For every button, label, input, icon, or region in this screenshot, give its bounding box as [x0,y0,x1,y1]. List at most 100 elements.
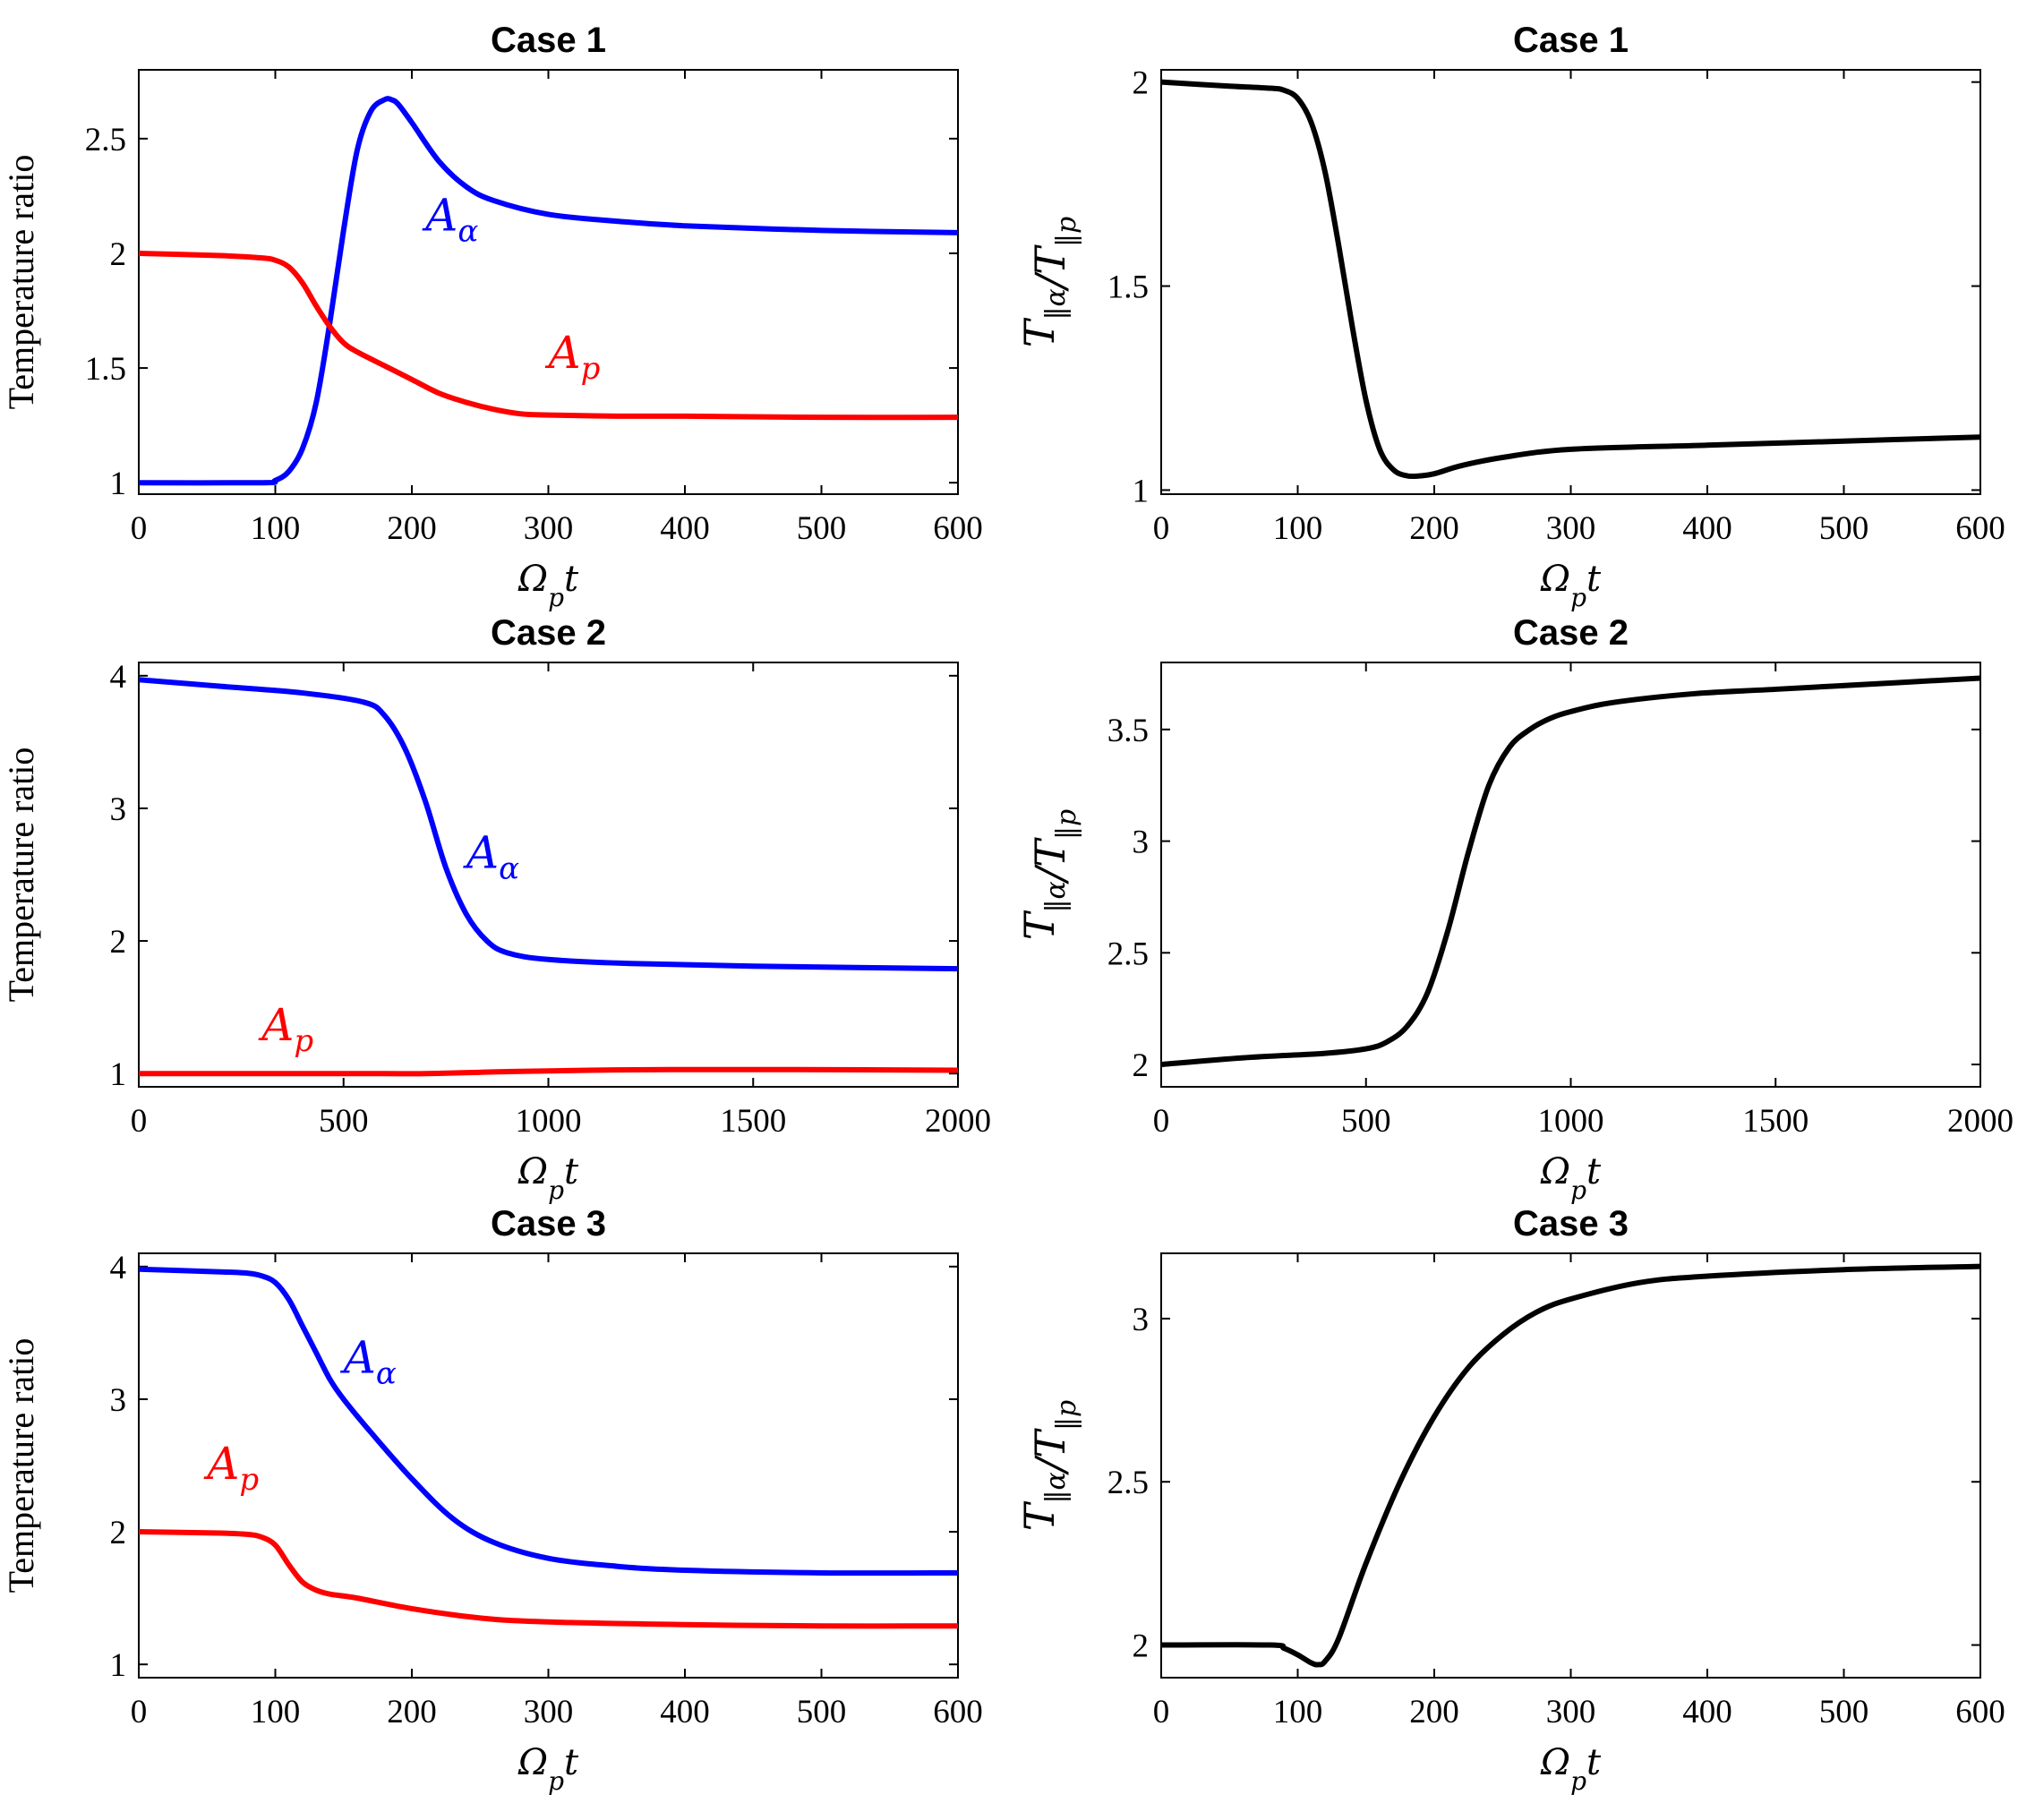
x-tick-label: 0 [1153,1694,1170,1730]
x-tick-label: 0 [1153,510,1170,547]
x-tick-label: 600 [933,1694,983,1730]
chart-title: Case 2 [491,613,606,653]
series-annotation: Aα [463,827,519,887]
x-tick-label: 300 [1546,510,1596,547]
y-tick-label: 1.5 [85,351,126,388]
x-tick-label: 1000 [516,1103,582,1140]
y-tick-label: 3 [110,791,127,828]
y-tick-label: 2 [1133,1047,1150,1084]
y-tick-label: 4 [110,1250,127,1286]
series-line-ratio [1160,1263,1981,1668]
series-line-a-p [138,250,959,421]
axes-box [1160,69,1981,495]
x-tick-label: 2000 [925,1103,991,1140]
x-axis-label: Ωpt [1540,1742,1602,1796]
x-tick-label: 600 [933,510,983,547]
series-line-a-alpha [138,96,959,486]
chart-title: Case 1 [1513,21,1629,60]
y-tick-label: 1 [110,1647,127,1684]
series-line-a-alpha [138,1266,959,1576]
y-axis-label: Temperature ratio [1,155,41,410]
x-tick-label: 500 [319,1103,369,1140]
y-axis-label: T‖α/T‖p [1015,217,1082,347]
x-tick-label: 1500 [720,1103,786,1140]
x-tick-label: 2000 [1947,1103,2014,1140]
series-annotation: Ap [258,999,313,1059]
y-tick-label: 2.5 [1107,1465,1149,1501]
y-tick-label: 3.5 [1107,713,1149,749]
x-tick-label: 0 [131,510,148,547]
chart-title: Case 3 [491,1204,606,1243]
chart-panel-3: Case 2 0 500 1000 1500 2000 1 2 3 4 Ωpt Temperature… [1,613,991,1205]
series-line-a-p [138,1529,959,1629]
chart-panel-1: Case 1 0 100 200 300 400 500 600 1 1.5 2 2.5 Ωpt Temp… [1,21,983,612]
x-tick-label: 200 [387,1694,437,1730]
series-annotation: Ap [545,327,601,387]
series-line-ratio [1160,79,1981,480]
y-tick-label: 1.5 [1107,269,1149,306]
y-tick-label: 2 [110,1515,127,1551]
chart-panel-4: Case 2 0 500 1000 1500 2000 2 2.5 3 3.5 Ωpt T‖α/T‖p [1015,613,2014,1205]
x-tick-label: 500 [797,510,847,547]
x-tick-label: 500 [1819,510,1869,547]
x-tick-label: 400 [660,510,710,547]
x-tick-label: 100 [251,1694,301,1730]
x-tick-label: 0 [1153,1103,1170,1140]
x-tick-label: 300 [1546,1694,1596,1730]
x-tick-label: 500 [1341,1103,1391,1140]
axes-box [1160,662,1981,1088]
series-line-a-alpha [138,677,959,972]
x-axis-label: Ωpt [1540,559,1602,612]
y-tick-label: 2 [1133,65,1150,102]
chart-panel-5: Case 3 0 100 200 300 400 500 600 1 2 3 4 Ωpt Temperat… [1,1204,983,1796]
x-tick-label: 200 [1409,510,1459,547]
x-tick-label: 300 [524,510,574,547]
x-axis-label: Ωpt [517,1151,579,1205]
x-tick-label: 100 [251,510,301,547]
y-axis-label: T‖α/T‖p [1015,1400,1082,1531]
x-tick-label: 100 [1273,510,1323,547]
series-line-a-p [139,1066,959,1077]
y-tick-label: 2 [110,236,127,273]
y-tick-label: 2.5 [85,122,126,158]
axes-box [138,1252,959,1679]
y-axis-label: Temperature ratio [1,748,41,1003]
x-tick-label: 500 [797,1694,847,1730]
chart-panel-2: Case 1 0 100 200 300 400 500 600 1 1.5 2 Ωpt T‖α/T‖p [1015,21,2005,612]
y-tick-label: 1 [110,466,127,502]
axes-box [138,69,959,495]
x-tick-label: 100 [1273,1694,1323,1730]
x-tick-label: 600 [1955,510,2005,547]
y-tick-label: 2 [1133,1628,1150,1665]
series-annotation: Aα [340,1331,397,1391]
y-tick-label: 4 [110,659,127,696]
series-line-ratio [1160,675,1981,1068]
x-tick-label: 400 [660,1694,710,1730]
x-axis-label: Ωpt [517,559,579,612]
chart-title: Case 1 [491,21,606,60]
x-tick-label: 0 [131,1694,148,1730]
y-tick-label: 3 [110,1382,127,1419]
y-tick-label: 3 [1133,1302,1150,1338]
chart-panel-6: Case 3 0 100 200 300 400 500 600 2 2.5 3 Ωpt T‖α/T‖p [1015,1204,2005,1796]
y-tick-label: 1 [1133,473,1150,509]
x-tick-label: 0 [131,1103,148,1140]
x-tick-label: 200 [387,510,437,547]
x-tick-label: 400 [1682,510,1732,547]
chart-title: Case 3 [1513,1204,1629,1243]
x-tick-label: 300 [524,1694,574,1730]
x-tick-label: 1000 [1538,1103,1604,1140]
x-tick-label: 1500 [1742,1103,1808,1140]
y-axis-label: T‖α/T‖p [1015,809,1082,940]
y-tick-label: 3 [1133,825,1150,861]
x-tick-label: 200 [1409,1694,1459,1730]
y-axis-label: Temperature ratio [1,1338,41,1594]
y-tick-label: 1 [110,1056,127,1093]
x-axis-label: Ωpt [517,1742,579,1796]
chart-title: Case 2 [1513,613,1629,653]
x-tick-label: 600 [1955,1694,2005,1730]
series-annotation: Ap [203,1438,259,1498]
y-tick-label: 2.5 [1107,936,1149,972]
x-axis-label: Ωpt [1540,1151,1602,1205]
series-annotation: Aα [422,189,478,249]
